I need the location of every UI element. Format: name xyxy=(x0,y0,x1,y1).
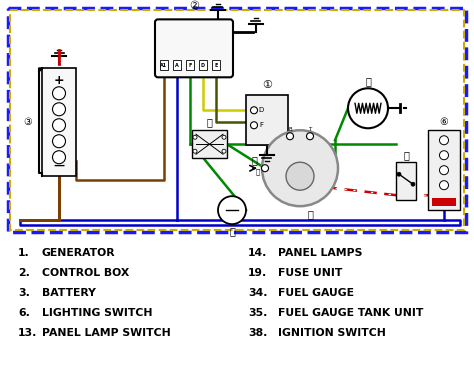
Text: GENERATOR: GENERATOR xyxy=(42,248,116,258)
Text: ⑲: ⑲ xyxy=(207,117,212,127)
Circle shape xyxy=(250,122,257,129)
Text: D: D xyxy=(258,107,264,113)
Circle shape xyxy=(411,182,415,186)
Circle shape xyxy=(53,135,65,148)
Text: LIGHTING SWITCH: LIGHTING SWITCH xyxy=(42,308,153,318)
Bar xyxy=(432,198,456,206)
Text: IGNITION SWITCH: IGNITION SWITCH xyxy=(278,328,386,338)
Circle shape xyxy=(397,172,401,176)
Text: ㉟: ㉟ xyxy=(365,76,371,86)
Text: +: + xyxy=(54,74,64,87)
Circle shape xyxy=(53,103,65,116)
Circle shape xyxy=(262,130,338,206)
Circle shape xyxy=(250,107,257,114)
Text: FUEL GAUGE: FUEL GAUGE xyxy=(278,288,354,298)
Text: 13.: 13. xyxy=(18,328,37,338)
Circle shape xyxy=(439,151,448,160)
Text: 2.: 2. xyxy=(18,268,30,278)
Text: E: E xyxy=(214,63,218,68)
Text: 38.: 38. xyxy=(248,328,267,338)
Circle shape xyxy=(193,149,197,153)
Text: 1.: 1. xyxy=(18,248,30,258)
Circle shape xyxy=(439,181,448,190)
Circle shape xyxy=(53,119,65,132)
Text: ㊳: ㊳ xyxy=(229,226,235,236)
Bar xyxy=(10,10,464,230)
Text: PANEL LAMP SWITCH: PANEL LAMP SWITCH xyxy=(42,328,171,338)
Text: D: D xyxy=(201,63,205,68)
Bar xyxy=(428,130,460,210)
Text: ①: ① xyxy=(262,80,272,90)
Circle shape xyxy=(193,135,197,139)
Bar xyxy=(246,95,288,145)
Text: FUEL GAUGE TANK UNIT: FUEL GAUGE TANK UNIT xyxy=(278,308,423,318)
Text: FUSE UNIT: FUSE UNIT xyxy=(278,268,342,278)
Text: ⑭: ⑭ xyxy=(256,168,260,174)
Bar xyxy=(186,60,194,70)
Text: F: F xyxy=(188,63,191,68)
Circle shape xyxy=(348,88,388,128)
Text: ⑥: ⑥ xyxy=(439,117,448,127)
Text: 34.: 34. xyxy=(248,288,267,298)
Bar xyxy=(8,9,466,232)
Text: 14.: 14. xyxy=(248,248,267,258)
Text: ②: ② xyxy=(189,1,199,12)
Circle shape xyxy=(262,165,268,172)
Circle shape xyxy=(53,87,65,100)
Text: 3.: 3. xyxy=(18,288,30,298)
Text: —: — xyxy=(54,161,64,171)
Bar xyxy=(42,68,76,176)
Circle shape xyxy=(286,133,293,140)
Bar xyxy=(192,130,227,158)
Bar xyxy=(212,60,220,70)
Text: B: B xyxy=(288,127,292,132)
Text: ㉞: ㉞ xyxy=(251,155,257,165)
Text: A: A xyxy=(175,63,179,68)
Circle shape xyxy=(286,162,314,190)
Text: BATTERY: BATTERY xyxy=(42,288,96,298)
Bar xyxy=(396,162,416,200)
Bar xyxy=(199,60,207,70)
Text: ⑭: ⑭ xyxy=(307,209,313,219)
Circle shape xyxy=(53,151,65,164)
Text: 19.: 19. xyxy=(248,268,267,278)
Circle shape xyxy=(439,136,448,145)
Circle shape xyxy=(222,149,226,153)
FancyBboxPatch shape xyxy=(155,19,233,77)
Circle shape xyxy=(439,166,448,175)
Text: F: F xyxy=(259,122,263,128)
Text: 6.: 6. xyxy=(18,308,30,318)
Bar xyxy=(173,60,181,70)
Text: PANEL LAMPS: PANEL LAMPS xyxy=(278,248,363,258)
Circle shape xyxy=(222,135,226,139)
Circle shape xyxy=(218,196,246,224)
Text: T: T xyxy=(309,127,311,132)
Text: 35.: 35. xyxy=(248,308,267,318)
Bar xyxy=(160,60,168,70)
Text: ③: ③ xyxy=(24,117,32,127)
Circle shape xyxy=(307,133,313,140)
Text: CONTROL BOX: CONTROL BOX xyxy=(42,268,129,278)
Text: A1: A1 xyxy=(160,63,168,68)
Text: ⑬: ⑬ xyxy=(403,150,409,160)
